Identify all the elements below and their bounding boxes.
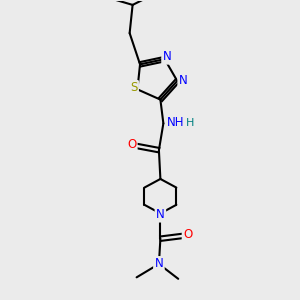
Text: N: N: [179, 74, 188, 87]
Text: O: O: [183, 228, 192, 241]
Text: NH: NH: [167, 116, 184, 129]
Text: S: S: [130, 81, 137, 94]
Text: N: N: [154, 257, 163, 271]
Text: N: N: [163, 50, 171, 63]
Text: H: H: [186, 118, 194, 128]
Text: N: N: [156, 208, 165, 221]
Text: O: O: [127, 138, 136, 151]
